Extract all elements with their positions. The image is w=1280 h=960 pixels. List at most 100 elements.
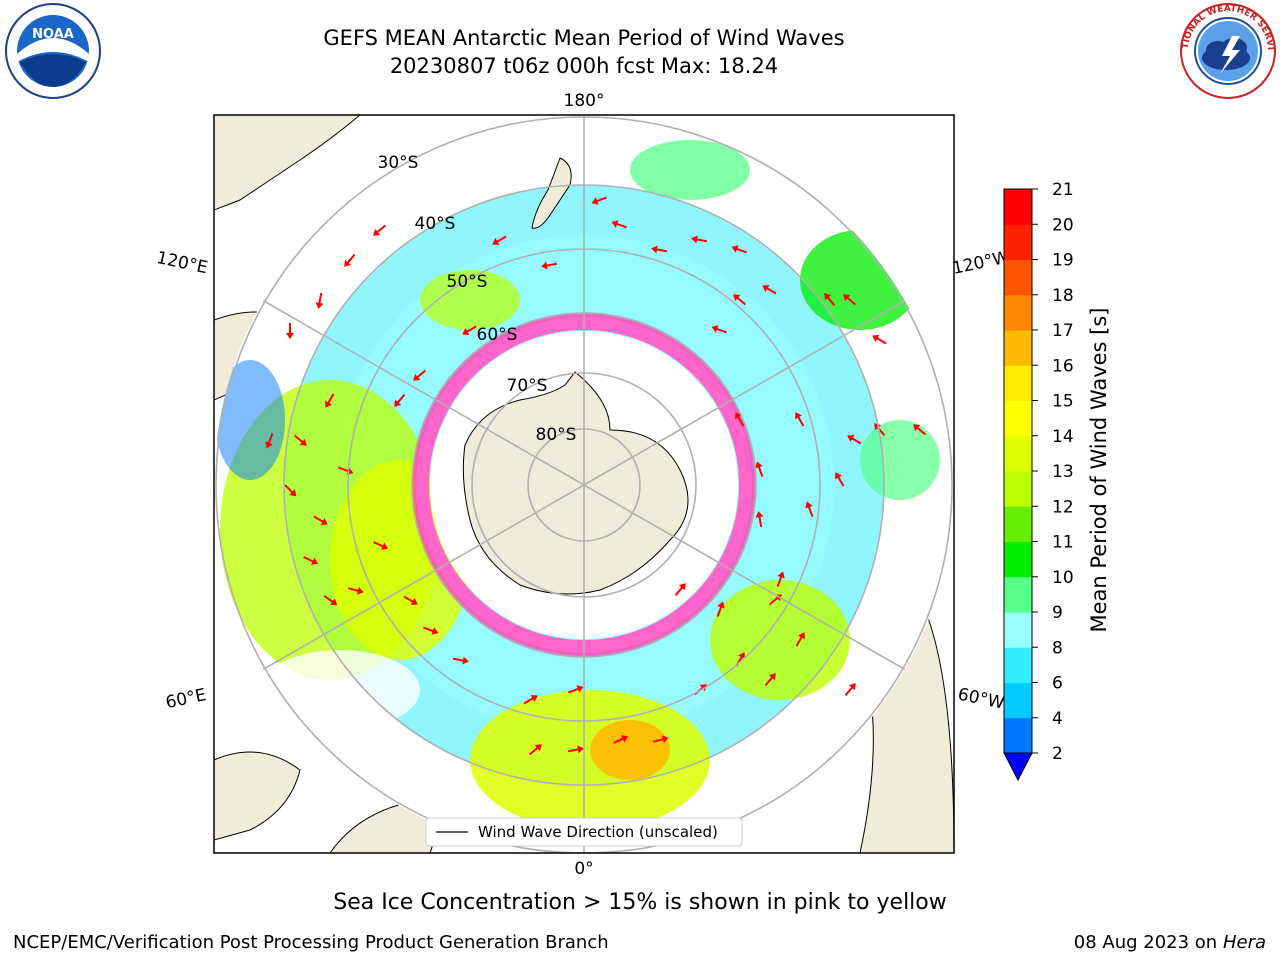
wind-arrow xyxy=(347,586,364,595)
lat-label-50s: 50°S xyxy=(447,272,488,292)
legend-label: Wind Wave Direction (unscaled) xyxy=(478,823,718,841)
wind-arrow xyxy=(293,434,307,446)
colorbar-tick-label: 14 xyxy=(1052,427,1074,447)
lon-label-180: 180° xyxy=(564,91,605,111)
wind-arrow xyxy=(611,220,627,229)
colorbar-extend-triangle xyxy=(1003,752,1033,782)
wind-arrow xyxy=(795,412,805,427)
nws-logo: NATIONAL WEATHER SERVICE xyxy=(1178,2,1276,99)
wind-arrow xyxy=(265,433,274,449)
wind-arrow xyxy=(462,325,477,335)
sea-ice-note: Sea Ice Concentration > 15% is shown in … xyxy=(333,890,947,915)
colorbar-tick-label: 12 xyxy=(1052,497,1074,517)
wind-arrow xyxy=(844,683,856,697)
wind-arrow xyxy=(652,735,669,744)
colorbar-tick-label: 15 xyxy=(1052,392,1074,412)
wind-arrow xyxy=(711,325,727,334)
wind-arrow xyxy=(651,245,668,254)
wind-arrow xyxy=(733,294,747,306)
map-legend: Wind Wave Direction (unscaled) xyxy=(425,817,743,847)
wind-arrow xyxy=(413,369,427,381)
colorbar-tick-label: 10 xyxy=(1052,568,1074,588)
wind-arrow xyxy=(795,632,805,647)
colorbar-swatch xyxy=(1004,435,1032,472)
wind-arrow xyxy=(325,393,335,408)
wind-arrow xyxy=(731,245,747,254)
colorbar-tick-label: 13 xyxy=(1052,462,1074,482)
wind-arrow xyxy=(674,583,686,597)
graticule xyxy=(215,115,953,853)
colorbar-tick-label: 17 xyxy=(1052,321,1074,341)
wind-arrow xyxy=(403,595,418,605)
wind-arrow xyxy=(528,744,542,756)
wind-arrow xyxy=(805,501,814,517)
wind-arrow xyxy=(762,285,777,295)
colorbar-swatch xyxy=(1004,189,1032,225)
map-title: GEFS MEAN Antarctic Mean Period of Wind … xyxy=(323,26,845,50)
wind-arrow xyxy=(872,335,887,345)
map-frame xyxy=(213,114,955,854)
noaa-logo: NOAA xyxy=(5,3,101,99)
wind-arrow xyxy=(735,412,745,427)
wind-arrow xyxy=(913,424,927,436)
lon-label-120w: 120°W xyxy=(951,247,1012,279)
wind-arrow xyxy=(315,292,324,309)
colorbar-label: Mean Period of Wind Waves [s] xyxy=(1087,308,1111,633)
machine-name: Hera xyxy=(1222,932,1266,953)
antarctica-land xyxy=(462,371,689,595)
wind-arrow xyxy=(394,393,406,407)
wind-arrow xyxy=(373,224,387,236)
colorbar-swatch xyxy=(1004,400,1032,437)
wind-arrow xyxy=(567,745,584,754)
wind-arrow xyxy=(284,484,297,497)
wind-arrow xyxy=(286,323,294,339)
wind-arrow xyxy=(373,541,389,550)
map-subtitle: 20230807 t06z 000h fcst Max: 18.24 xyxy=(389,54,779,78)
colorbar-swatch xyxy=(1004,506,1032,542)
wind-arrow xyxy=(843,294,857,306)
lat-label-80s: 80°S xyxy=(536,425,577,445)
wind-arrow xyxy=(313,515,328,525)
wind-arrow xyxy=(423,626,439,635)
colorbar-tick-label: 8 xyxy=(1052,638,1063,658)
wind-arrow xyxy=(591,196,607,205)
colorbar-tick-label: 11 xyxy=(1052,533,1074,553)
colorbar-tick-label: 9 xyxy=(1052,603,1063,623)
lon-label-0: 0° xyxy=(574,859,593,879)
wind-arrow xyxy=(835,472,845,487)
lon-label-60w: 60°W xyxy=(956,684,1006,713)
colorbar-swatch xyxy=(1004,682,1032,719)
wind-arrow xyxy=(613,735,629,744)
colorbar-swatch xyxy=(1004,576,1032,613)
colorbar-tick-label: 20 xyxy=(1052,215,1074,235)
date-stamp: 08 Aug 2023 on Hera xyxy=(1074,932,1266,953)
colorbar-tick-label: 16 xyxy=(1052,356,1074,376)
lat-label-70s: 70°S xyxy=(507,376,548,396)
wind-arrow xyxy=(847,435,862,445)
wind-arrow xyxy=(523,695,538,705)
wind-arrow xyxy=(303,556,319,565)
lat-label-30s: 30°S xyxy=(378,153,419,173)
colorbar-tick-label: 18 xyxy=(1052,286,1074,306)
date-text: 08 Aug 2023 on xyxy=(1073,932,1218,953)
colorbar-swatch xyxy=(1004,471,1032,507)
colorbar-swatch xyxy=(1004,224,1032,260)
wind-arrow xyxy=(492,235,507,245)
colorbar-swatch xyxy=(1004,541,1032,578)
colorbar-swatch xyxy=(1004,717,1032,754)
colorbar-swatch xyxy=(1004,294,1032,331)
lon-label-60e: 60°E xyxy=(164,685,208,713)
lat-label-60s: 60°S xyxy=(477,325,518,345)
wind-arrow xyxy=(755,511,764,528)
colorbar-tick-label: 4 xyxy=(1052,709,1063,729)
noaa-logo-text: NOAA xyxy=(32,27,74,42)
colorbar-swatch xyxy=(1004,365,1032,401)
wind-arrow xyxy=(568,685,584,694)
colorbar-swatch xyxy=(1004,330,1032,366)
wind-arrow xyxy=(764,673,776,687)
wind-arrow xyxy=(716,601,725,617)
colorbar-swatch xyxy=(1004,259,1032,296)
colorbar-swatch xyxy=(1004,612,1032,648)
colorbar-tick-label: 19 xyxy=(1052,251,1074,271)
